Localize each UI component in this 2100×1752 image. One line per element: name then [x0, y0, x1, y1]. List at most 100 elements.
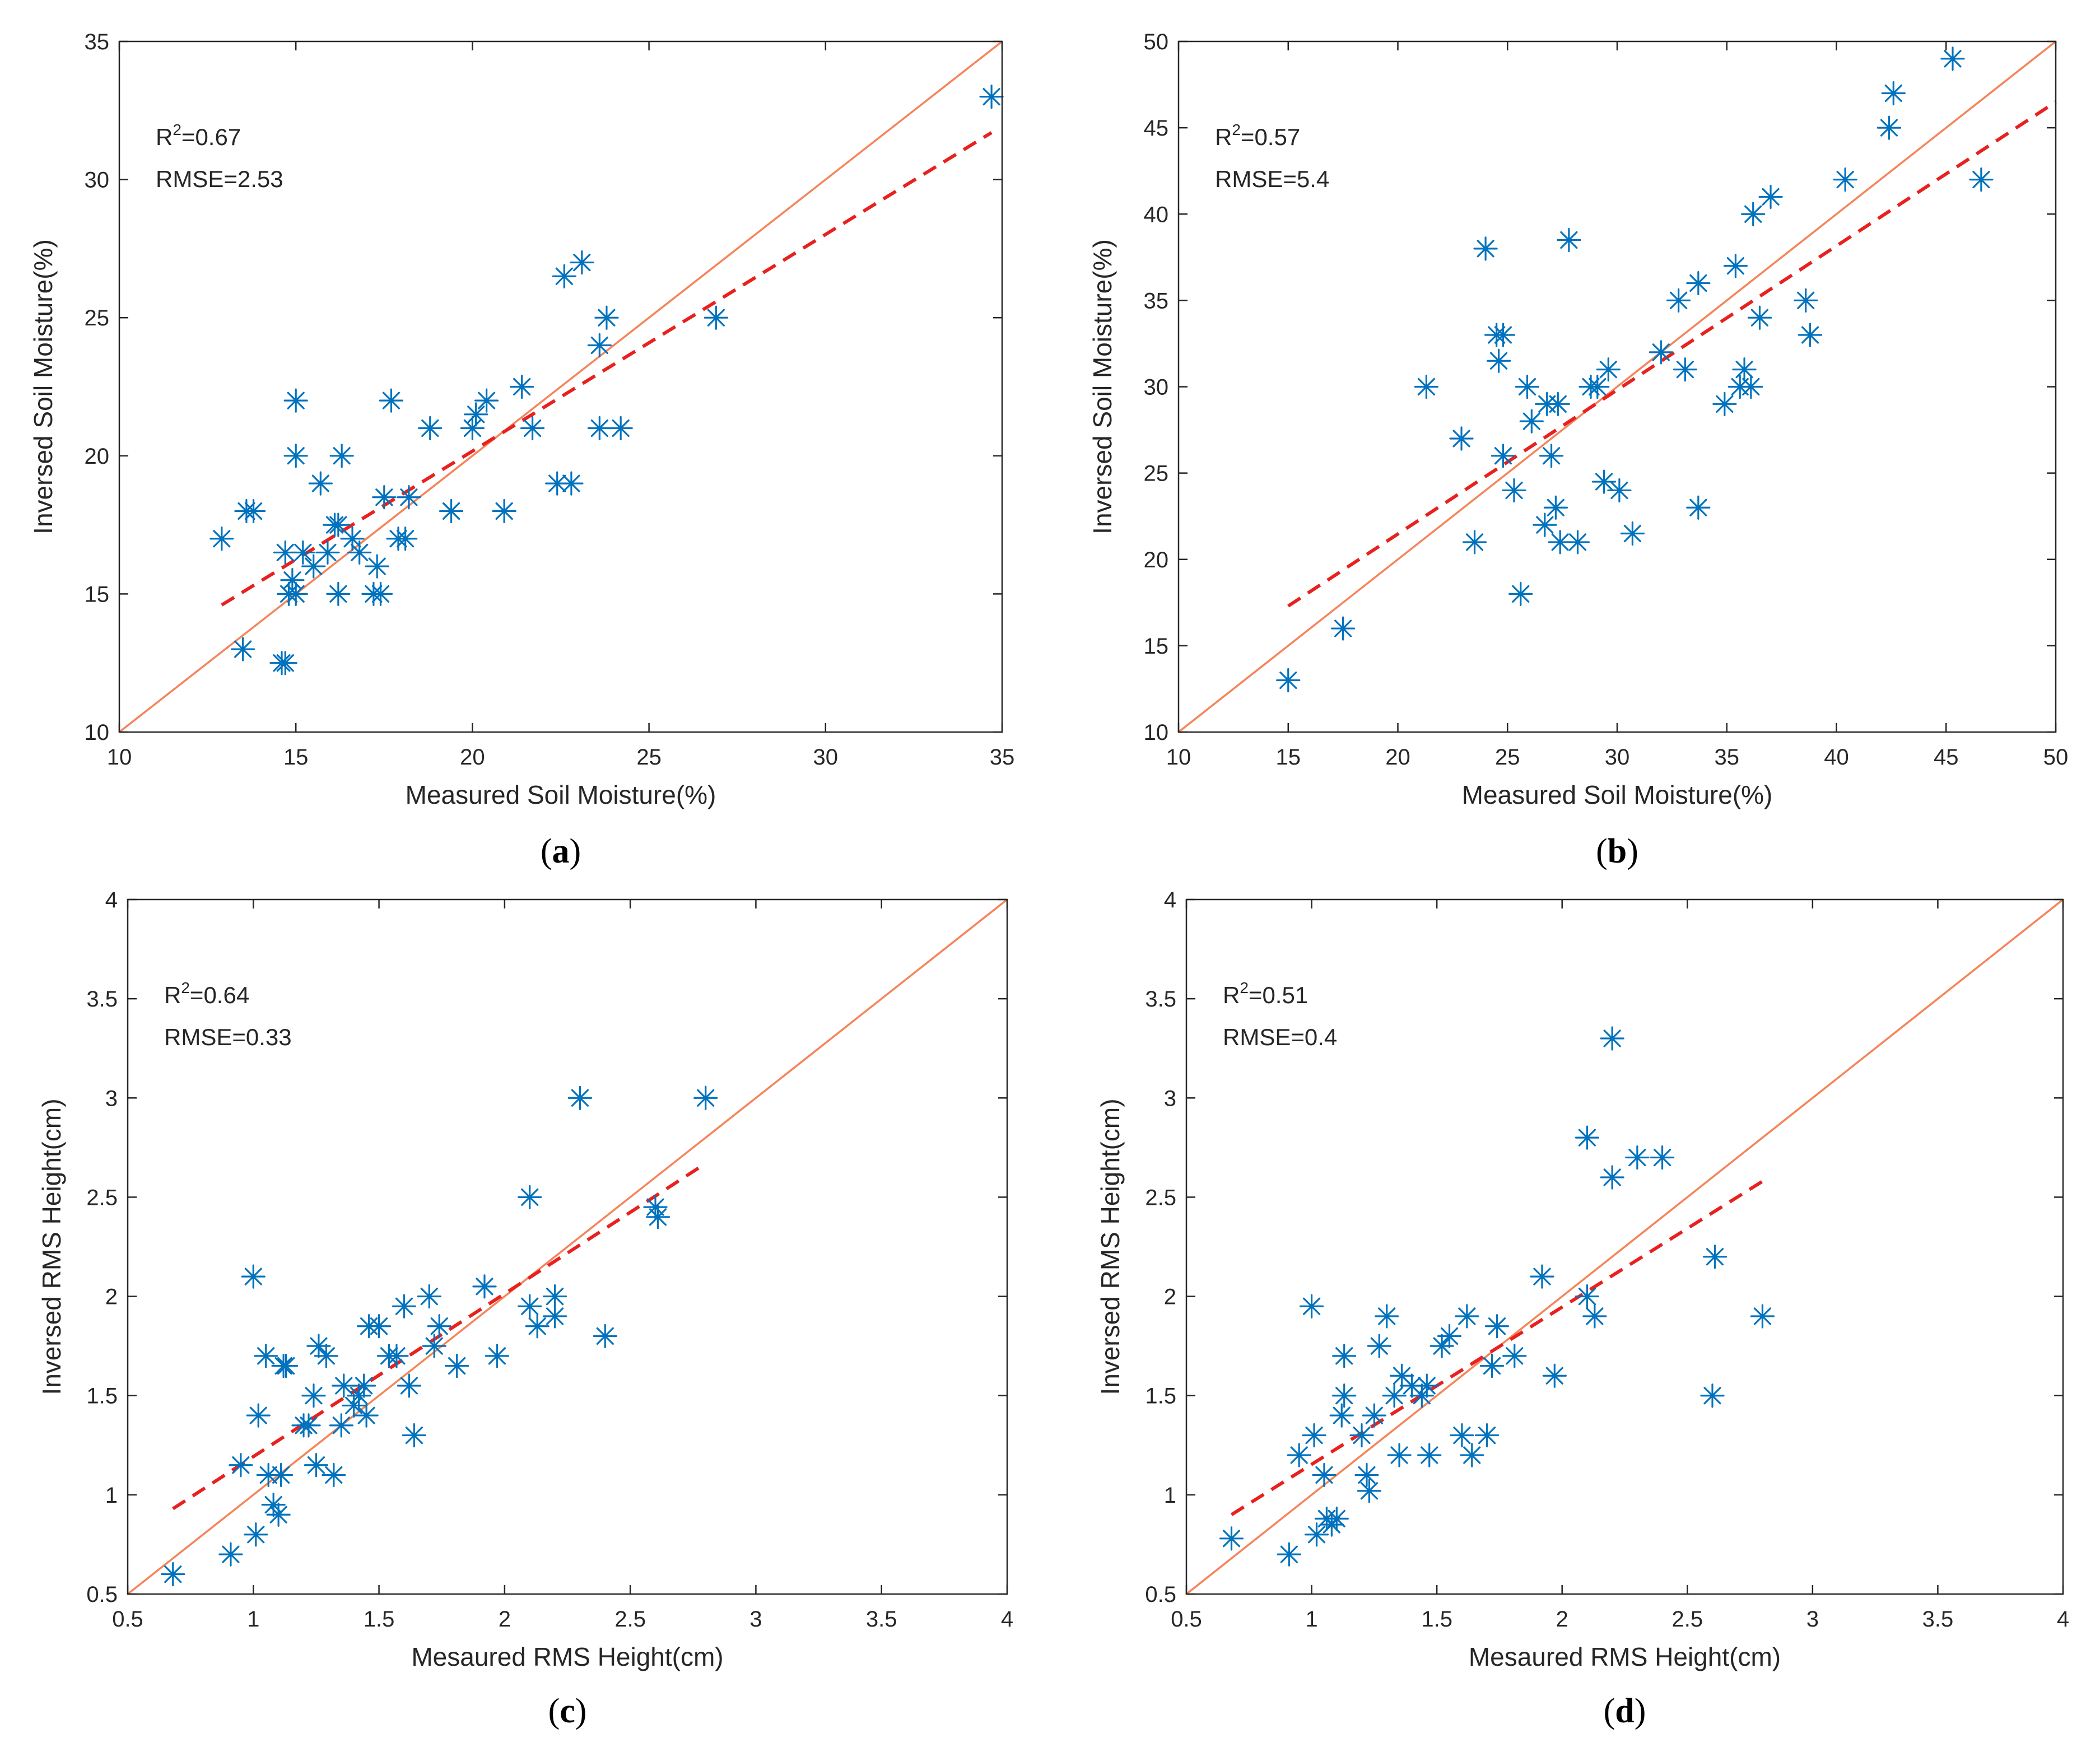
axes-box: [127, 898, 1008, 1595]
x-tick-label: 20: [460, 745, 485, 770]
data-point: [542, 1304, 567, 1329]
x-tick-label: 0.5: [1171, 1607, 1202, 1632]
data-point: [1414, 1373, 1439, 1398]
data-point: [520, 416, 545, 441]
data-point: [1367, 1334, 1391, 1358]
regression-fit-line: [1287, 100, 2057, 608]
x-tick-label: 3: [749, 1607, 762, 1632]
data-point: [1304, 1522, 1329, 1547]
data-point: [393, 526, 418, 551]
data-point: [315, 540, 340, 565]
y-tick-label: 20: [85, 444, 110, 469]
x-tick-label: 35: [1715, 745, 1740, 770]
data-point: [354, 1403, 379, 1428]
y-tick-label: 25: [1144, 462, 1169, 486]
x-axis-title: Mesaured RMS Height(cm): [411, 1642, 723, 1671]
panel-c: 0.5 1 1.5 2 2.5 3 3.5 4 0.5 1 1.5 2 2.5 3 3.5 4 Mesaured…: [37, 888, 1013, 1730]
data-point: [1543, 495, 1568, 520]
data-point: [510, 374, 534, 399]
y-tick-label: 40: [1144, 202, 1169, 227]
data-point: [229, 1453, 253, 1478]
data-point: [1508, 581, 1533, 607]
data-point: [326, 581, 351, 607]
y-tick-label: 3: [1164, 1086, 1176, 1111]
data-point: [485, 1344, 510, 1368]
x-tick-label: 30: [1605, 745, 1630, 770]
data-point: [1491, 323, 1516, 347]
y-tick-label: 4: [1164, 888, 1176, 912]
data-point: [1387, 1443, 1412, 1467]
data-point: [1277, 1542, 1301, 1567]
y-tick-label: 1: [105, 1483, 118, 1508]
data-point: [1940, 46, 1965, 71]
x-tick-label: 25: [1495, 745, 1520, 770]
data-point: [1798, 323, 1823, 347]
data-point: [1625, 1145, 1650, 1170]
data-point: [1362, 1403, 1386, 1428]
y-tick-label: 25: [85, 306, 110, 330]
data-point: [593, 1324, 617, 1349]
data-point: [1620, 521, 1645, 546]
data-point: [218, 1542, 243, 1567]
data-point: [1302, 1423, 1326, 1448]
identity-line: [118, 40, 1003, 733]
data-point: [246, 1403, 271, 1428]
axes-box: [118, 40, 1003, 733]
y-tick-label: 15: [85, 582, 110, 607]
identity-line: [127, 898, 1008, 1595]
data-point: [1747, 305, 1772, 330]
data-point: [397, 485, 421, 510]
data-point: [1332, 1344, 1357, 1368]
panel-label: (c): [548, 1692, 587, 1730]
data-point: [704, 305, 728, 330]
data-point: [209, 526, 234, 551]
data-point: [1607, 478, 1632, 503]
x-axis-title: Measured Soil Moisture(%): [406, 780, 716, 809]
data-point: [384, 1344, 409, 1368]
x-tick-label: 2.5: [614, 1607, 646, 1632]
data-point: [1533, 512, 1557, 537]
y-tick-label: 1.5: [1145, 1384, 1176, 1409]
y-tick-label: 2.5: [1145, 1185, 1176, 1210]
data-point: [427, 1314, 451, 1339]
y-tick-label: 0.5: [1145, 1582, 1176, 1607]
data-point: [392, 1294, 417, 1318]
data-point: [1741, 202, 1766, 226]
data-point: [231, 637, 255, 661]
data-point: [1332, 1383, 1357, 1408]
data-point: [241, 1264, 266, 1289]
data-point: [552, 264, 576, 288]
y-tick-label: 35: [1144, 288, 1169, 313]
data-point: [1750, 1304, 1775, 1329]
axes-box: [1185, 898, 2064, 1595]
data-point: [1530, 1264, 1554, 1289]
data-point: [1542, 1363, 1567, 1388]
r-squared-annotation: R2=0.67: [156, 121, 241, 150]
data-point: [1557, 227, 1581, 253]
data-point: [366, 1314, 392, 1339]
data-point: [417, 1284, 441, 1309]
data-point: [283, 444, 308, 468]
rmse-annotation: RMSE=2.53: [156, 166, 283, 192]
data-point: [1299, 1294, 1324, 1318]
data-point: [1329, 1403, 1354, 1428]
x-tick-label: 15: [283, 745, 309, 770]
x-axis-title: Measured Soil Moisture(%): [1462, 780, 1773, 809]
data-point: [269, 1462, 294, 1488]
data-point: [1486, 348, 1511, 373]
data-point: [643, 1195, 668, 1219]
y-tick-label: 3: [105, 1086, 118, 1111]
data-point: [308, 471, 333, 496]
x-tick-label: 1: [1305, 1607, 1317, 1632]
data-point: [1349, 1423, 1374, 1448]
data-point: [1276, 668, 1301, 693]
data-point: [460, 416, 485, 441]
x-tick-label: 20: [1385, 745, 1410, 770]
data-point: [1600, 1026, 1624, 1051]
data-point: [342, 1393, 366, 1418]
regression-fit-line: [221, 131, 993, 607]
panel-label: (d): [1604, 1692, 1646, 1730]
data-point: [1417, 1443, 1442, 1467]
data-point: [1585, 374, 1610, 399]
data-point: [266, 1502, 291, 1527]
